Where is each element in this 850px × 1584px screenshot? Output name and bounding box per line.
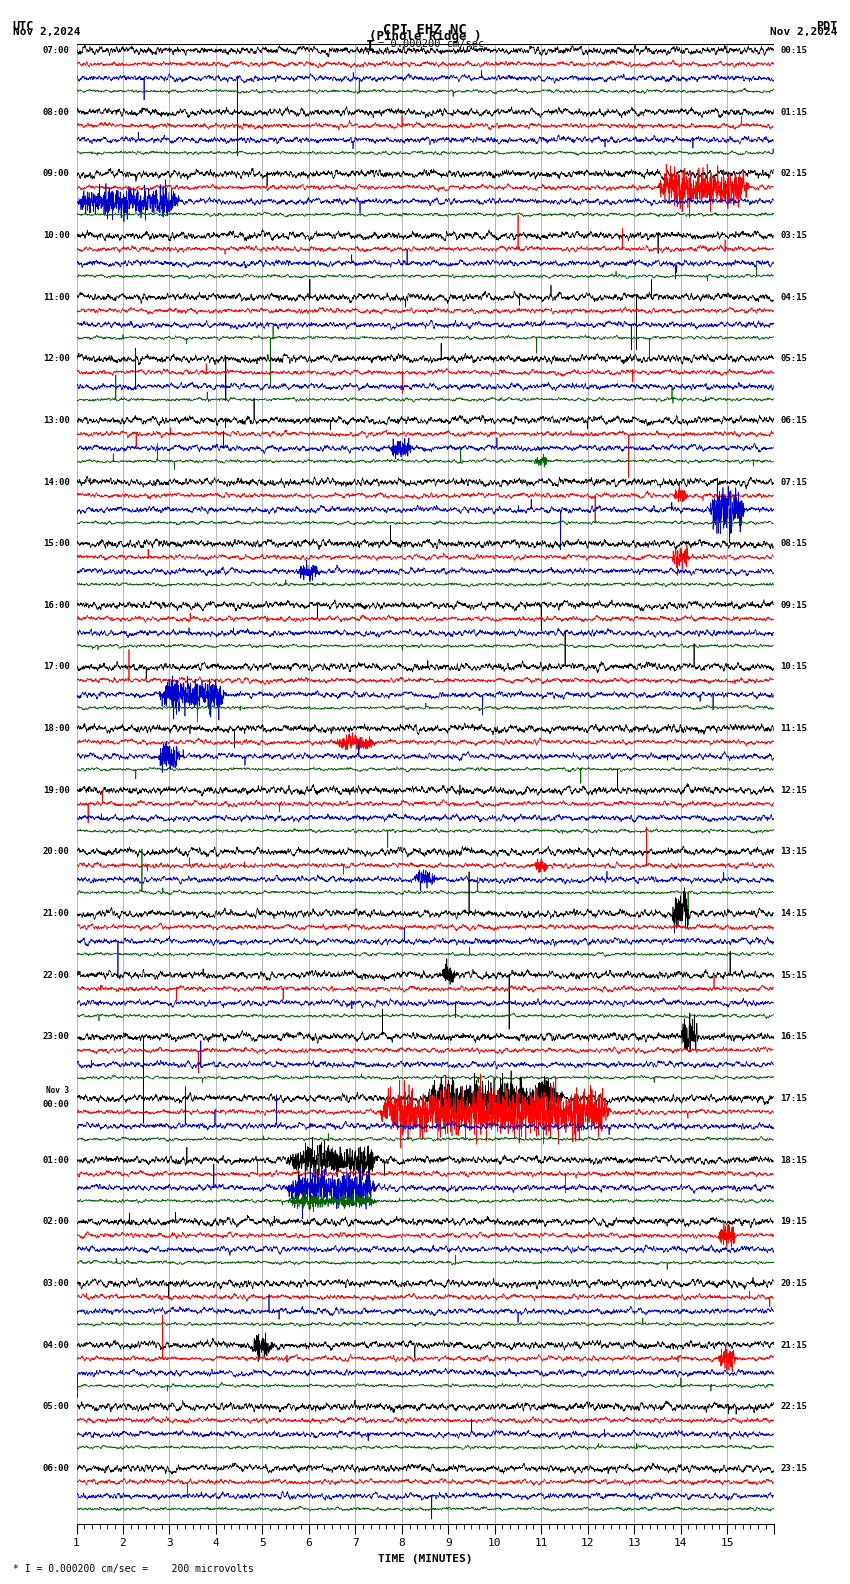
Text: 06:00: 06:00 [42, 1464, 70, 1473]
Text: 03:00: 03:00 [42, 1278, 70, 1288]
Text: 22:15: 22:15 [780, 1402, 808, 1411]
Text: 17:00: 17:00 [42, 662, 70, 672]
Text: 11:00: 11:00 [42, 293, 70, 301]
Text: 18:00: 18:00 [42, 724, 70, 733]
Text: 19:15: 19:15 [780, 1217, 808, 1226]
Text: 00:00: 00:00 [42, 1101, 70, 1109]
Text: 02:15: 02:15 [780, 169, 808, 179]
Text: 05:15: 05:15 [780, 355, 808, 363]
Text: UTC: UTC [13, 19, 34, 33]
Text: Nov 2,2024: Nov 2,2024 [13, 27, 80, 36]
Text: 21:00: 21:00 [42, 909, 70, 919]
Text: 05:00: 05:00 [42, 1402, 70, 1411]
Text: 19:00: 19:00 [42, 786, 70, 795]
Text: 07:15: 07:15 [780, 477, 808, 486]
Text: 18:15: 18:15 [780, 1156, 808, 1164]
Text: 17:15: 17:15 [780, 1095, 808, 1102]
Text: 06:15: 06:15 [780, 417, 808, 425]
Text: 15:00: 15:00 [42, 539, 70, 548]
Text: 10:15: 10:15 [780, 662, 808, 672]
Text: 09:15: 09:15 [780, 600, 808, 610]
Text: 07:00: 07:00 [42, 46, 70, 55]
Text: 03:15: 03:15 [780, 231, 808, 239]
Text: 01:15: 01:15 [780, 108, 808, 117]
Text: 20:00: 20:00 [42, 847, 70, 857]
Text: PDT: PDT [816, 19, 837, 33]
X-axis label: TIME (MINUTES): TIME (MINUTES) [377, 1554, 473, 1563]
Text: 21:15: 21:15 [780, 1340, 808, 1350]
Text: 23:00: 23:00 [42, 1033, 70, 1041]
Text: 14:00: 14:00 [42, 477, 70, 486]
Text: 08:15: 08:15 [780, 539, 808, 548]
Text: 23:15: 23:15 [780, 1464, 808, 1473]
Text: 20:15: 20:15 [780, 1278, 808, 1288]
Text: I: I [366, 38, 374, 52]
Text: 12:15: 12:15 [780, 786, 808, 795]
Text: 10:00: 10:00 [42, 231, 70, 239]
Text: 14:15: 14:15 [780, 909, 808, 919]
Text: Nov 2,2024: Nov 2,2024 [770, 27, 837, 36]
Text: 08:00: 08:00 [42, 108, 70, 117]
Text: 15:15: 15:15 [780, 971, 808, 979]
Text: 13:15: 13:15 [780, 847, 808, 857]
Text: 04:15: 04:15 [780, 293, 808, 301]
Text: Nov 3: Nov 3 [47, 1085, 70, 1095]
Text: 13:00: 13:00 [42, 417, 70, 425]
Text: * I = 0.000200 cm/sec =    200 microvolts: * I = 0.000200 cm/sec = 200 microvolts [13, 1565, 253, 1574]
Text: 12:00: 12:00 [42, 355, 70, 363]
Text: 09:00: 09:00 [42, 169, 70, 179]
Text: 04:00: 04:00 [42, 1340, 70, 1350]
Text: = 0.000200 cm/sec: = 0.000200 cm/sec [378, 38, 484, 49]
Text: 01:00: 01:00 [42, 1156, 70, 1164]
Text: (Pinole Ridge ): (Pinole Ridge ) [369, 30, 481, 43]
Text: 16:00: 16:00 [42, 600, 70, 610]
Text: 00:15: 00:15 [780, 46, 808, 55]
Text: 02:00: 02:00 [42, 1217, 70, 1226]
Text: 11:15: 11:15 [780, 724, 808, 733]
Text: 16:15: 16:15 [780, 1033, 808, 1041]
Text: CPI EHZ NC: CPI EHZ NC [383, 22, 467, 36]
Text: 22:00: 22:00 [42, 971, 70, 979]
